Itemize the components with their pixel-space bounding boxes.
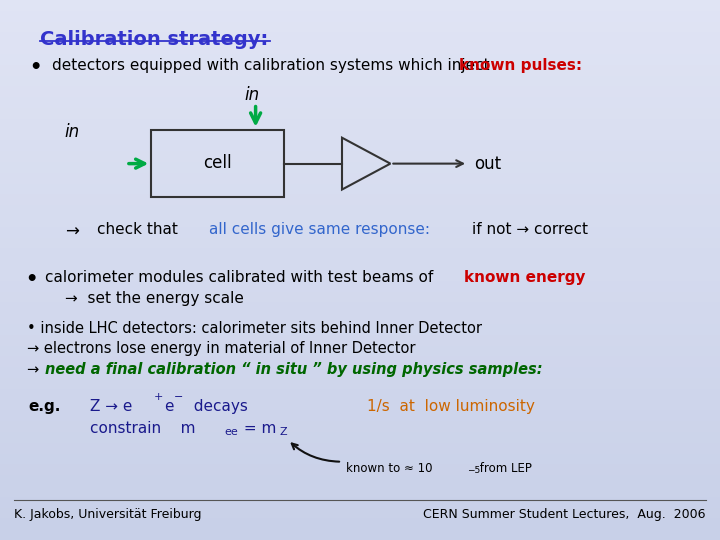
Bar bbox=[0, 367, 720, 378]
Bar bbox=[0, 162, 720, 173]
Text: ee: ee bbox=[225, 427, 238, 437]
Text: K. Jakobs, Universität Freiburg: K. Jakobs, Universität Freiburg bbox=[14, 508, 202, 521]
Bar bbox=[0, 205, 720, 216]
Bar bbox=[0, 346, 720, 356]
Bar bbox=[0, 97, 720, 108]
Bar bbox=[0, 86, 720, 97]
Bar bbox=[0, 270, 720, 281]
Bar bbox=[0, 0, 720, 11]
Bar bbox=[0, 216, 720, 227]
Bar bbox=[0, 432, 720, 443]
Text: in: in bbox=[65, 123, 80, 141]
Text: if not → correct: if not → correct bbox=[472, 222, 588, 238]
Bar bbox=[0, 140, 720, 151]
Text: Z: Z bbox=[279, 427, 287, 437]
Bar bbox=[0, 497, 720, 508]
Bar bbox=[0, 119, 720, 130]
Bar bbox=[0, 464, 720, 475]
Text: • inside LHC detectors: calorimeter sits behind Inner Detector: • inside LHC detectors: calorimeter sits… bbox=[27, 321, 482, 336]
Text: −: − bbox=[174, 392, 183, 402]
Text: →: → bbox=[27, 362, 44, 377]
Text: check that: check that bbox=[97, 222, 183, 238]
Text: known to ≈ 10: known to ≈ 10 bbox=[346, 462, 432, 475]
Bar bbox=[0, 184, 720, 194]
Bar bbox=[0, 529, 720, 540]
Text: known pulses:: known pulses: bbox=[459, 58, 582, 73]
Bar bbox=[0, 227, 720, 238]
Bar bbox=[0, 410, 720, 421]
Bar bbox=[0, 324, 720, 335]
Bar bbox=[0, 11, 720, 22]
Text: calorimeter modules calibrated with test beams of: calorimeter modules calibrated with test… bbox=[45, 270, 443, 285]
Text: e: e bbox=[164, 399, 174, 414]
Bar bbox=[0, 389, 720, 400]
Text: 1/s  at  low luminosity: 1/s at low luminosity bbox=[367, 399, 535, 414]
Bar bbox=[0, 151, 720, 162]
Text: in: in bbox=[245, 85, 260, 104]
Bar bbox=[0, 508, 720, 518]
Bar bbox=[0, 22, 720, 32]
Bar bbox=[0, 400, 720, 410]
Text: constrain    m: constrain m bbox=[90, 421, 196, 436]
Bar bbox=[0, 32, 720, 43]
Bar bbox=[0, 130, 720, 140]
Bar bbox=[0, 43, 720, 54]
Bar bbox=[0, 194, 720, 205]
Bar bbox=[0, 443, 720, 454]
Text: all cells give same response:: all cells give same response: bbox=[209, 222, 430, 238]
Bar bbox=[0, 248, 720, 259]
Text: = m: = m bbox=[239, 421, 276, 436]
Bar bbox=[0, 54, 720, 65]
Text: detectors equipped with calibration systems which inject: detectors equipped with calibration syst… bbox=[52, 58, 495, 73]
Bar bbox=[0, 259, 720, 270]
Text: need a final calibration “ in situ ” by using physics samples:: need a final calibration “ in situ ” by … bbox=[45, 362, 543, 377]
Text: decays: decays bbox=[184, 399, 248, 414]
Text: e.g.: e.g. bbox=[29, 399, 61, 414]
Bar bbox=[0, 302, 720, 313]
Bar bbox=[0, 378, 720, 389]
Text: → electrons lose energy in material of Inner Detector: → electrons lose energy in material of I… bbox=[27, 341, 416, 356]
Text: CERN Summer Student Lectures,  Aug.  2006: CERN Summer Student Lectures, Aug. 2006 bbox=[423, 508, 706, 521]
Text: →  set the energy scale: → set the energy scale bbox=[65, 291, 243, 306]
Text: +: + bbox=[153, 392, 163, 402]
Text: Z → e: Z → e bbox=[90, 399, 132, 414]
Bar bbox=[0, 65, 720, 76]
Bar bbox=[0, 292, 720, 302]
Bar bbox=[0, 281, 720, 292]
Text: known energy: known energy bbox=[464, 270, 585, 285]
Text: from LEP: from LEP bbox=[476, 462, 532, 475]
Text: •: • bbox=[29, 58, 41, 77]
Bar bbox=[0, 173, 720, 184]
Bar bbox=[0, 486, 720, 497]
Bar bbox=[0, 335, 720, 346]
Text: cell: cell bbox=[204, 154, 232, 172]
Bar bbox=[151, 130, 284, 197]
Bar bbox=[0, 76, 720, 86]
Bar bbox=[0, 421, 720, 432]
Text: −5: −5 bbox=[467, 466, 480, 475]
Text: out: out bbox=[474, 154, 501, 173]
Bar bbox=[0, 238, 720, 248]
Bar bbox=[0, 108, 720, 119]
Text: •: • bbox=[25, 270, 37, 289]
Text: →: → bbox=[65, 222, 78, 240]
Bar bbox=[0, 475, 720, 486]
Bar bbox=[0, 313, 720, 324]
Text: Calibration strategy:: Calibration strategy: bbox=[40, 30, 268, 49]
Bar bbox=[0, 518, 720, 529]
Bar bbox=[0, 356, 720, 367]
Bar bbox=[0, 454, 720, 464]
